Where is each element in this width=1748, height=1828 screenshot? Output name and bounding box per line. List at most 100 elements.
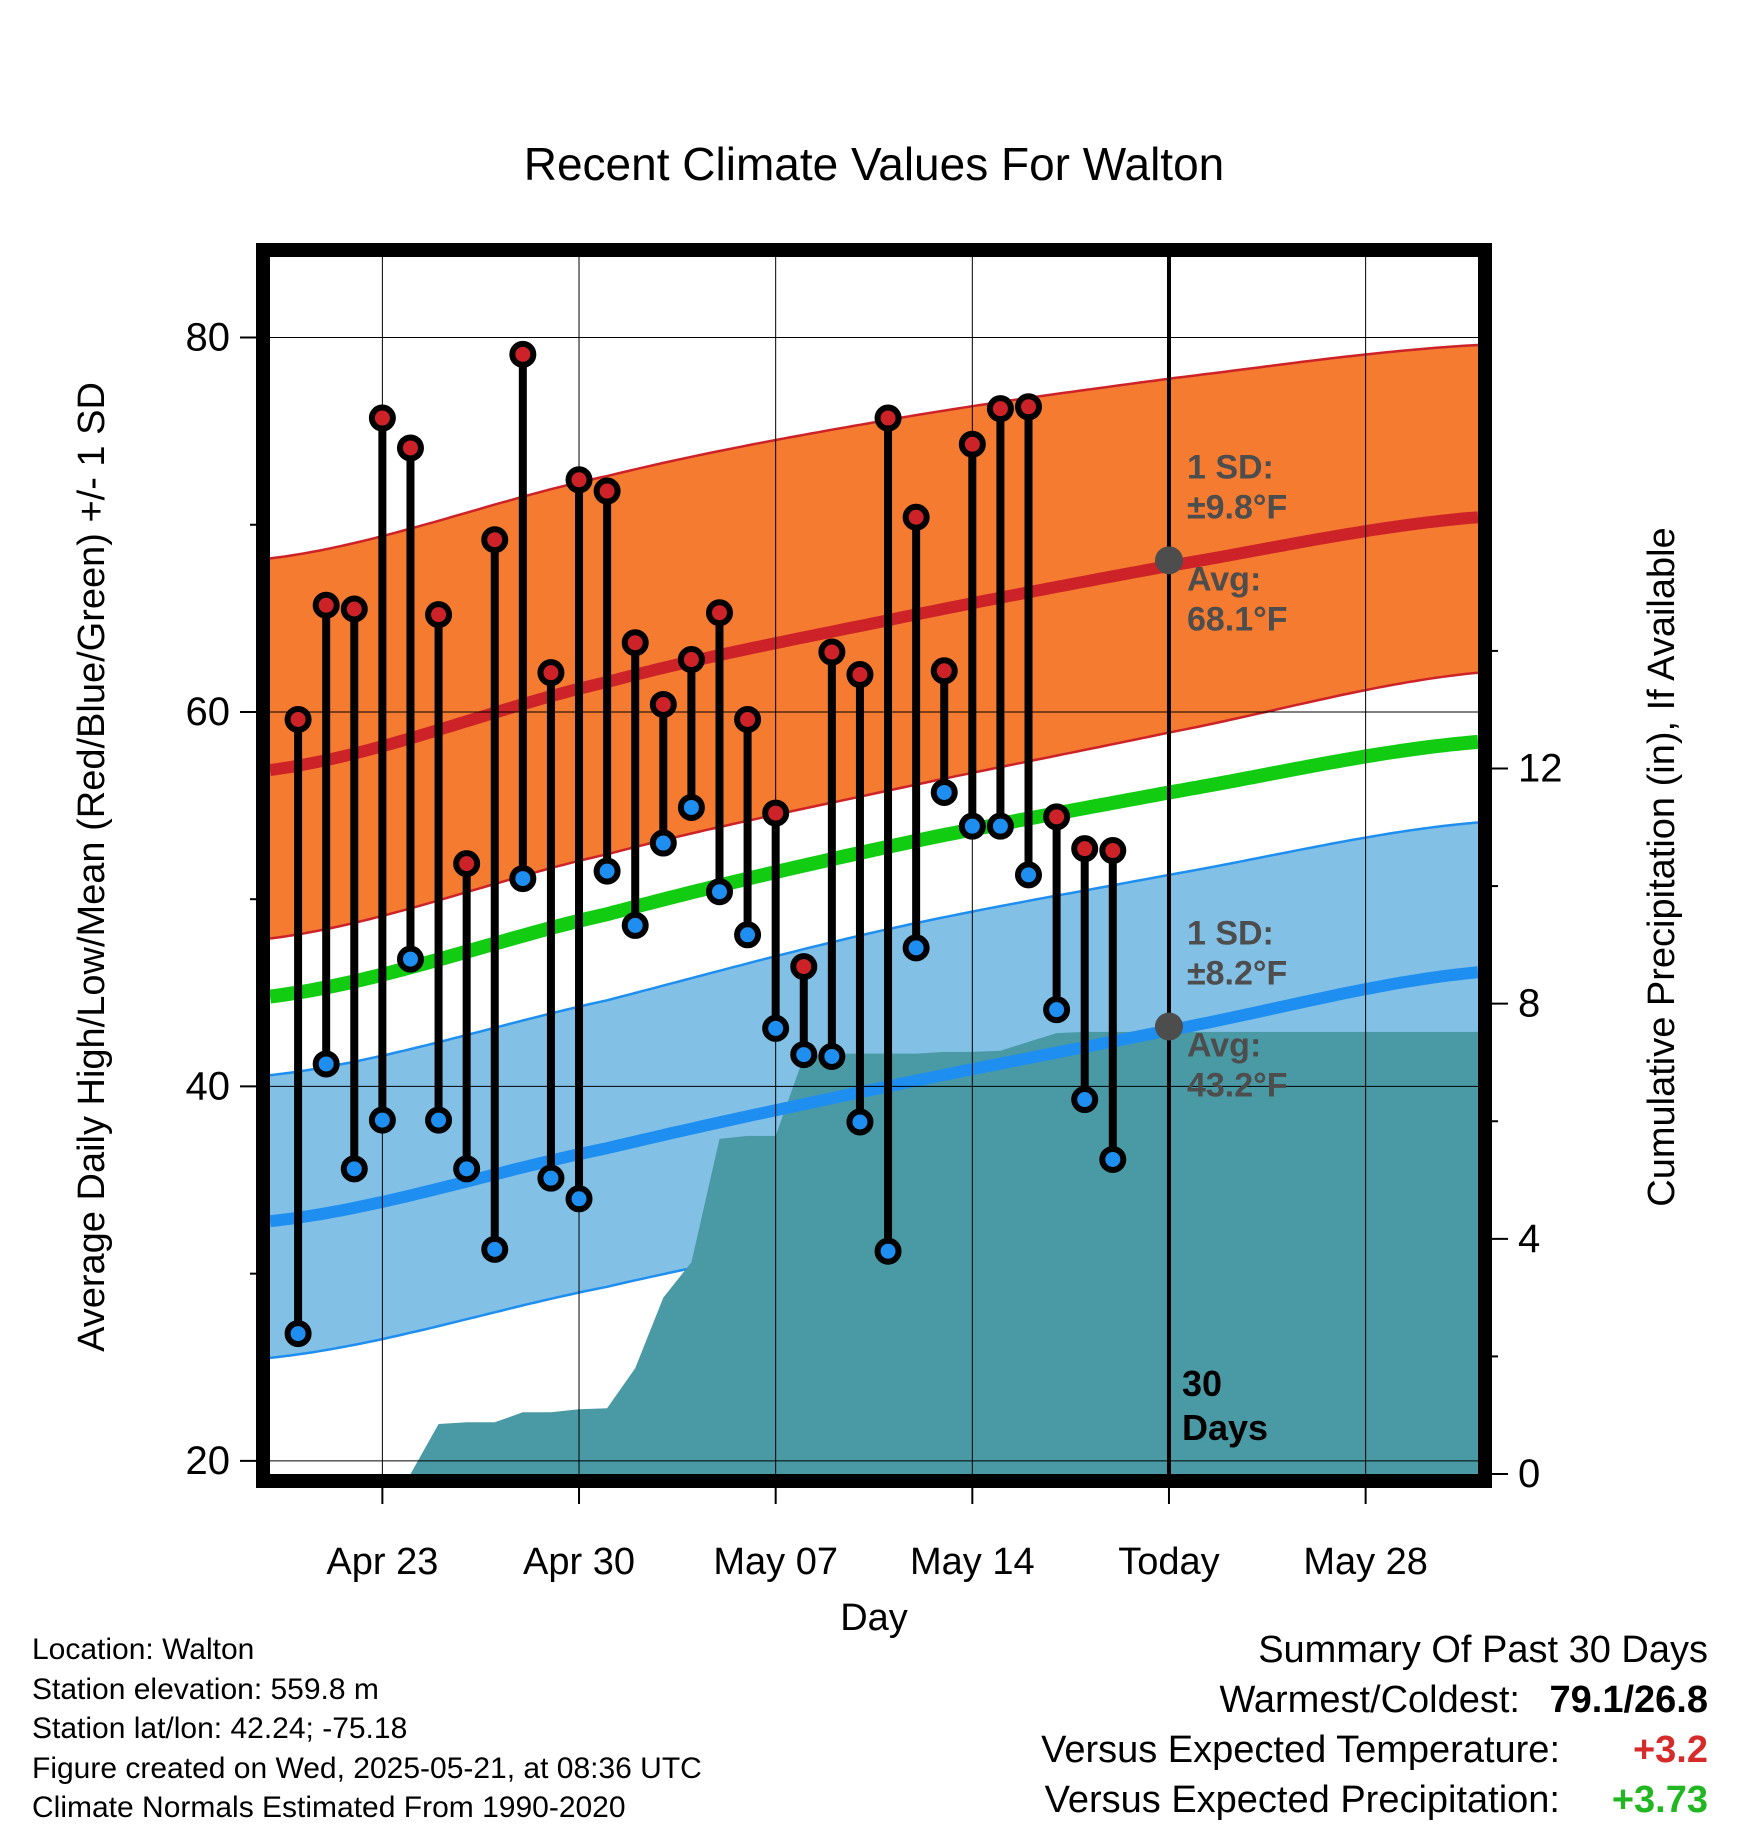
daily-low-point — [368, 1106, 396, 1134]
today-average-marker — [1154, 546, 1183, 575]
daily-low-point — [705, 878, 733, 906]
daily-high-point — [790, 953, 818, 981]
location-text: Location: Walton — [32, 1633, 255, 1666]
avg-value: 43.2°F — [1187, 1067, 1288, 1105]
daily-high-point — [649, 690, 677, 718]
daily-high-point — [930, 657, 958, 685]
temp-label: Versus Expected Temperature: — [1041, 1729, 1560, 1771]
daily-low-point — [1015, 861, 1043, 889]
sd-label: 1 SD: — [1187, 448, 1274, 486]
y-left-tick-label: 80 — [186, 316, 231, 360]
daily-low-point — [734, 921, 762, 949]
plot-frame — [256, 243, 1492, 1488]
y-right-tick-label: 4 — [1518, 1217, 1540, 1261]
y-right-tick-label: 12 — [1518, 746, 1563, 790]
x-tick-label: May 28 — [1303, 1541, 1428, 1583]
daily-high-point — [1099, 837, 1127, 865]
sd-label: 1 SD: — [1187, 915, 1274, 953]
daily-low-point — [818, 1042, 846, 1070]
y-left-tick-label: 20 — [186, 1439, 231, 1483]
daily-low-point — [453, 1155, 481, 1183]
daily-high-point — [565, 466, 593, 494]
daily-high-point — [1043, 803, 1071, 831]
daily-high-point — [312, 591, 340, 619]
avg-label: Avg: — [1187, 560, 1261, 598]
x-tick-label: Today — [1118, 1541, 1219, 1583]
x-tick-label: Apr 23 — [326, 1541, 438, 1583]
daily-low-point — [1043, 996, 1071, 1024]
daily-low-point — [425, 1106, 453, 1134]
daily-high-point — [958, 430, 986, 458]
daily-high-point — [846, 661, 874, 689]
x-tick-label: May 14 — [910, 1541, 1035, 1583]
daily-high-point — [762, 799, 790, 827]
today-days-label: 30 — [1182, 1363, 1222, 1404]
daily-low-point — [958, 812, 986, 840]
x-axis-label: Day — [840, 1597, 908, 1639]
today-average-marker — [1154, 1012, 1183, 1041]
precipitation-area — [326, 1031, 1478, 1474]
x-tick-label: Apr 30 — [523, 1541, 635, 1583]
daily-low-point — [481, 1235, 509, 1263]
temp-anomaly-value: +3.2 — [1632, 1729, 1708, 1771]
avg-label: Avg: — [1187, 1027, 1261, 1065]
y-axis-label-left: Average Daily High/Low/Mean (Red/Blue/Gr… — [71, 382, 113, 1352]
high-lower-line — [270, 671, 1478, 940]
today-days-label: Days — [1182, 1407, 1268, 1448]
high-sd-band — [270, 345, 1478, 939]
normals-text: Climate Normals Estimated From 1990-2020 — [32, 1791, 626, 1824]
daily-high-point — [902, 503, 930, 531]
latlon-text: Station lat/lon: 42.24; -75.18 — [32, 1712, 408, 1745]
daily-low-point — [677, 793, 705, 821]
daily-high-point — [1015, 393, 1043, 421]
daily-high-point — [818, 638, 846, 666]
precip-anomaly-value: +3.73 — [1611, 1779, 1708, 1821]
y-axis-label-right: Cumulative Precipitation (in), If Availa… — [1641, 527, 1683, 1206]
daily-high-point — [425, 601, 453, 629]
daily-high-point — [368, 404, 396, 432]
y-right-tick-label: 8 — [1518, 982, 1540, 1026]
x-tick-label: May 07 — [713, 1541, 838, 1583]
daily-low-point — [312, 1050, 340, 1078]
y-right-tick-label: 0 — [1518, 1452, 1540, 1496]
daily-low-point — [1071, 1086, 1099, 1114]
daily-high-point — [396, 434, 424, 462]
summary-panel: Summary Of Past 30 Days Warmest/Coldest:… — [1041, 1625, 1708, 1825]
y-left-tick-label: 40 — [186, 1064, 231, 1108]
daily-low-point — [846, 1108, 874, 1136]
daily-high-point — [874, 404, 902, 432]
daily-high-point — [453, 850, 481, 878]
daily-low-point — [284, 1320, 312, 1348]
station-info: Location: Walton Station elevation: 559.… — [32, 1630, 702, 1828]
daily-low-point — [565, 1185, 593, 1213]
created-text: Figure created on Wed, 2025-05-21, at 08… — [32, 1751, 702, 1785]
warm-cold-value: 79.1/26.8 — [1549, 1679, 1708, 1721]
daily-high-point — [677, 646, 705, 674]
daily-low-point — [509, 865, 537, 893]
mean-average-line — [270, 734, 1478, 1004]
plot-inner — [270, 257, 1478, 1474]
daily-low-point — [986, 812, 1014, 840]
sd-value: ±8.2°F — [1187, 955, 1287, 993]
high-upper-line — [270, 343, 1478, 560]
daily-low-point — [396, 945, 424, 973]
daily-low-point — [593, 857, 621, 885]
warm-cold-label: Warmest/Coldest: — [1219, 1679, 1520, 1721]
daily-low-point — [1099, 1145, 1127, 1173]
y-left-tick-label: 60 — [186, 690, 231, 734]
summary-title: Summary Of Past 30 Days — [1258, 1629, 1708, 1671]
precip-row: Versus Expected Precipitation: +3.73 — [1041, 1775, 1708, 1825]
daily-high-point — [1071, 835, 1099, 863]
daily-high-point — [734, 705, 762, 733]
daily-low-point — [790, 1041, 818, 1069]
temp-row: Versus Expected Temperature: +3.2 — [1041, 1725, 1708, 1775]
warm-cold-row: Warmest/Coldest: 79.1/26.8 — [1041, 1675, 1708, 1725]
daily-low-point — [649, 829, 677, 857]
daily-high-point — [705, 599, 733, 627]
daily-high-point — [284, 705, 312, 733]
daily-high-point — [986, 395, 1014, 423]
daily-low-point — [874, 1237, 902, 1265]
daily-high-point — [621, 629, 649, 657]
